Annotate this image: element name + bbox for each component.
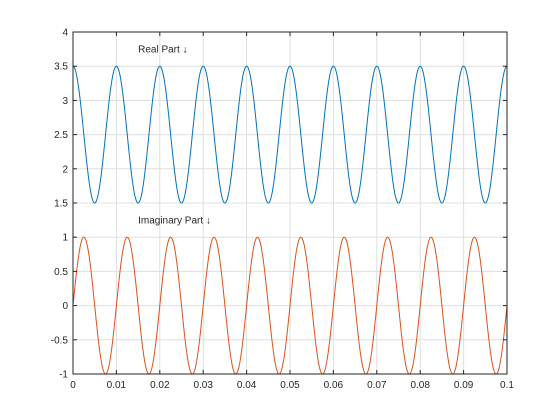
x-tick-label: 0.03 [193,380,213,391]
y-tick-label: 2.5 [54,130,68,141]
y-tick-label: 1 [62,233,68,244]
y-tick-label: 0 [62,301,68,312]
x-tick-label: 0.01 [107,380,127,391]
y-tick-label: 3 [62,96,68,107]
x-tick-label: 0.09 [454,380,474,391]
y-tick-label: 2 [62,164,68,175]
x-tick-label: 0.06 [324,380,344,391]
annotations: Real Part ↓ Imaginary Part ↓ [138,45,211,227]
x-tick-label: 0 [70,380,76,391]
y-tick-label: -0.5 [51,335,69,346]
y-tick-label: 3.5 [54,62,68,73]
y-tick-label: 0.5 [54,267,68,278]
x-tick-label: 0.1 [500,380,514,391]
x-tick-label: 0.05 [280,380,300,391]
x-tick-label: 0.04 [237,380,257,391]
annotation-2: Imaginary Part ↓ [138,216,211,227]
x-tick-label: 0.07 [367,380,387,391]
x-tick-label: 0.08 [410,380,430,391]
y-tick-label: 4 [62,28,68,39]
series-group [72,65,508,375]
y-tick-label: 1.5 [54,199,68,210]
x-tick-label: 0.02 [150,380,170,391]
series-line-1 [72,65,508,204]
series-line-2 [72,236,508,375]
y-tick-label: -1 [59,370,68,381]
annotation-1: Real Part ↓ [138,45,187,56]
ticks: 0 0.01 0.02 0.03 0.04 0.05 0.06 0.07 0.08 0.09 0.1… [51,28,515,392]
